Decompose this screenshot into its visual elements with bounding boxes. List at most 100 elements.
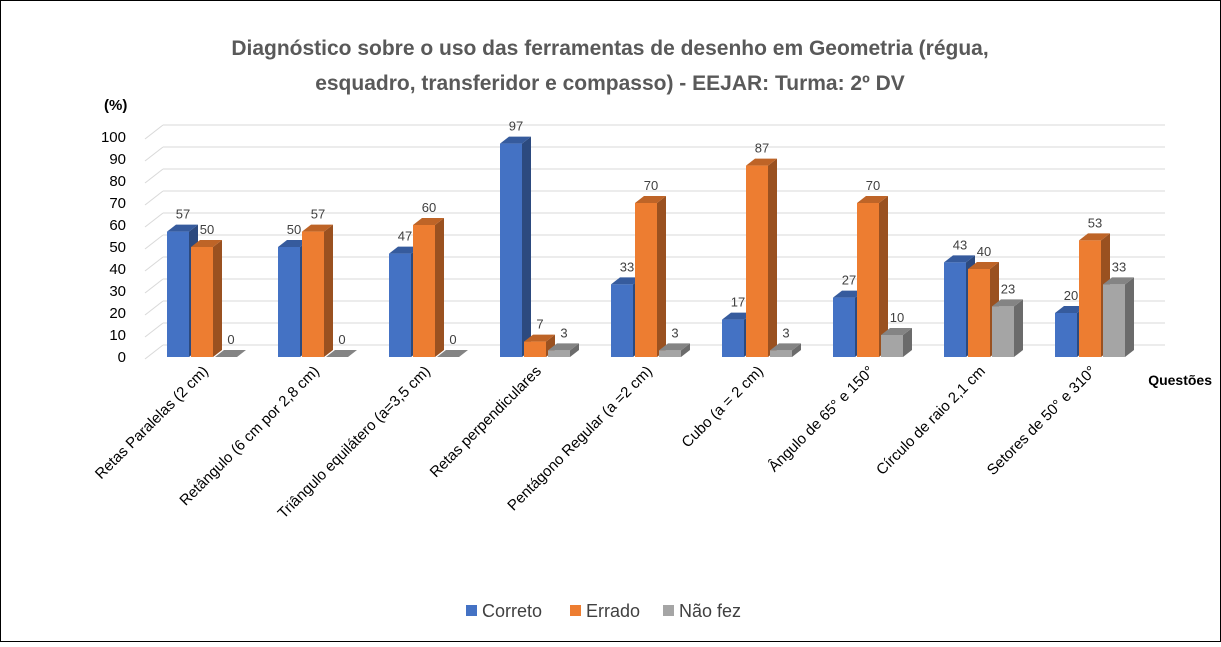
bar-top (389, 246, 420, 254)
y-tick-label: 50 (109, 239, 126, 256)
bar (413, 225, 435, 357)
bar-side (435, 218, 444, 357)
bar (770, 350, 792, 357)
bar-top (191, 240, 222, 247)
value-label: 33 (1112, 259, 1126, 274)
grid-line (144, 212, 164, 228)
value-label: 70 (644, 178, 658, 193)
value-label: 70 (866, 178, 880, 193)
bar-top (437, 350, 468, 357)
value-label: 23 (1001, 281, 1015, 296)
grid-line (144, 190, 164, 206)
bar-top (611, 277, 642, 285)
y-tick-label: 40 (109, 261, 126, 278)
bar (389, 253, 411, 357)
value-label: 27 (842, 273, 856, 288)
value-label: 17 (731, 295, 745, 310)
value-label: 97 (509, 119, 523, 134)
value-label: 0 (227, 332, 234, 347)
bar-top (500, 136, 531, 144)
bar-top (635, 196, 666, 203)
bar-side (657, 196, 666, 357)
bar-side (522, 136, 531, 357)
bar (191, 247, 213, 357)
bar-top (1103, 277, 1134, 285)
bar (833, 297, 855, 357)
grid-line (144, 124, 164, 140)
y-tick-label: 60 (109, 217, 126, 234)
grid-line (144, 344, 164, 360)
value-label: 57 (176, 207, 190, 222)
bar (548, 350, 570, 357)
y-tick-label: 10 (109, 327, 126, 344)
bar-top (992, 299, 1023, 307)
value-label: 0 (338, 332, 345, 347)
bar-top (326, 350, 357, 357)
bar (1103, 284, 1125, 357)
bar (1079, 240, 1101, 357)
bar-top (524, 334, 555, 342)
bar-top (968, 262, 999, 269)
value-label: 7 (536, 317, 543, 332)
bar (302, 231, 324, 357)
bar-side (903, 328, 912, 357)
value-label: 40 (977, 244, 991, 259)
bar (500, 143, 522, 357)
legend-swatch (663, 605, 674, 616)
bar-top (215, 350, 246, 357)
y-tick-label: 80 (109, 173, 126, 190)
value-label: 57 (311, 207, 325, 222)
y-axis-label: (%) (104, 97, 127, 114)
bar (659, 350, 681, 357)
grid-line (144, 322, 164, 338)
grid-line (144, 278, 164, 294)
chart-title: esquadro, transferidor e compasso) - EEJ… (315, 72, 905, 95)
value-label: 0 (449, 332, 456, 347)
bar (1055, 313, 1077, 357)
bar-side (768, 158, 777, 357)
grid-line (144, 234, 164, 250)
legend-label: Não fez (679, 601, 741, 621)
bar (524, 341, 546, 357)
value-label: 3 (782, 325, 789, 340)
value-label: 50 (287, 222, 301, 237)
bar-top (944, 255, 975, 263)
bar-side (792, 343, 801, 357)
bar-top (722, 312, 753, 320)
bar (722, 319, 744, 357)
bar-side (879, 196, 888, 357)
bar-top (302, 224, 333, 232)
value-label: 60 (422, 200, 436, 215)
bar (857, 203, 879, 357)
y-tick-label: 70 (109, 195, 126, 212)
y-tick-label: 90 (109, 151, 126, 168)
value-label: 43 (953, 237, 967, 252)
legend-label: Errado (586, 601, 640, 621)
bar-top (770, 343, 801, 351)
bar-top (548, 343, 579, 351)
bar (167, 231, 189, 357)
value-label: 53 (1088, 215, 1102, 230)
bar-top (413, 218, 444, 225)
bar-side (324, 224, 333, 357)
value-label: 87 (755, 141, 769, 156)
value-label: 3 (671, 325, 678, 340)
grid-line (144, 146, 164, 162)
grid-line (144, 168, 164, 184)
value-label: 47 (398, 229, 412, 244)
y-tick-label: 30 (109, 283, 126, 300)
bar-side (681, 343, 690, 357)
grid-line (144, 256, 164, 272)
bar-top (1079, 233, 1110, 241)
bar (278, 247, 300, 357)
bar (881, 335, 903, 357)
legend-swatch (570, 605, 581, 616)
bar-top (278, 240, 309, 247)
legend-swatch (466, 605, 477, 616)
y-tick-label: 20 (109, 305, 126, 322)
bar-top (1055, 306, 1086, 313)
value-label: 10 (890, 310, 904, 325)
value-label: 3 (560, 325, 567, 340)
value-label: 33 (620, 259, 634, 274)
